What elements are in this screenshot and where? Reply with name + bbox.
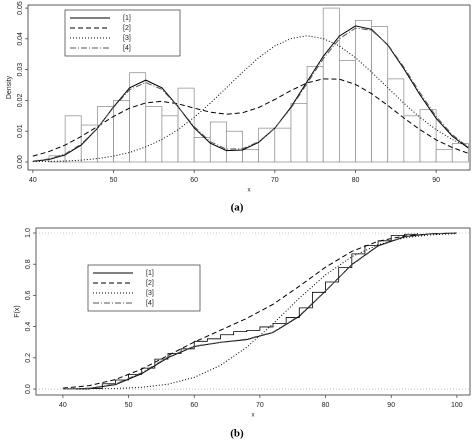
x-axis-label: x: [248, 188, 251, 194]
x-tick-label: 50: [125, 402, 133, 409]
density-curve: [32, 25, 469, 162]
legend-label: [1]: [123, 15, 131, 22]
y-tick-label: 0.03: [17, 63, 24, 77]
legend-label: [2]: [123, 25, 131, 32]
legend-label: [3]: [123, 35, 131, 42]
x-tick-label: 50: [110, 177, 118, 184]
y-tick-label: 1.0: [25, 228, 32, 238]
density-curve: [32, 27, 469, 162]
y-tick-label: 0.2: [25, 353, 32, 363]
density-curve: [62, 233, 457, 390]
histogram-bar: [209, 121, 227, 163]
plot-area: [62, 232, 457, 390]
legend-label: [3]: [146, 290, 154, 297]
x-tick-label: 60: [190, 402, 198, 409]
histogram-bar: [371, 26, 389, 163]
x-tick-label: 60: [190, 177, 198, 184]
legend-label: [4]: [146, 300, 154, 307]
legend-label: [1]: [146, 270, 154, 277]
caption: (a): [231, 202, 244, 214]
x-tick-label: 80: [352, 177, 360, 184]
y-tick-label: 0.04: [17, 32, 24, 46]
x-axis-label: x: [252, 413, 255, 419]
x-tick-label: 70: [271, 177, 279, 184]
x-tick-label: 80: [322, 402, 330, 409]
legend-label: [4]: [123, 45, 131, 52]
histogram-bar: [403, 115, 421, 163]
plot-frame: [35, 227, 471, 396]
density-curve: [32, 78, 469, 157]
x-tick-label: 40: [29, 177, 37, 184]
x-tick-label: 100: [451, 402, 463, 409]
histogram-bar: [355, 20, 372, 163]
histogram-bar: [161, 115, 179, 163]
plot-frame: [27, 4, 471, 171]
histogram-bar: [97, 106, 114, 163]
y-tick-label: 0.4: [25, 322, 32, 332]
histogram-bar: [306, 66, 324, 163]
histogram-bar: [419, 109, 437, 163]
histogram-bar: [451, 143, 469, 163]
histogram-bar: [258, 127, 276, 163]
plot-area: [32, 7, 469, 163]
histogram-bar: [226, 130, 243, 163]
caption: (b): [230, 428, 244, 440]
y-tick-label: 0.01: [17, 124, 24, 138]
histogram-bar: [274, 127, 292, 163]
histogram-bar: [338, 60, 356, 163]
y-tick-label: 0.05: [17, 1, 24, 15]
x-tick-label: 70: [256, 402, 264, 409]
density-curve: [62, 232, 457, 390]
y-tick-label: 0.00: [17, 155, 24, 169]
y-tick-label: 0.02: [17, 94, 24, 108]
y-axis-label: F(x): [14, 305, 21, 317]
y-tick-label: 0.0: [25, 384, 32, 394]
histogram-bar: [387, 78, 405, 163]
legend-label: [2]: [146, 280, 154, 287]
y-tick-label: 0.8: [25, 259, 32, 269]
y-axis-label: Density: [6, 75, 13, 99]
legend-box: [87, 264, 201, 312]
ecdf-step: [76, 232, 418, 390]
histogram-bar: [435, 149, 453, 163]
histogram-bar: [322, 7, 340, 163]
histogram-bar: [242, 149, 260, 163]
histogram-bar: [145, 106, 163, 163]
x-tick-label: 90: [387, 402, 395, 409]
histogram-bar: [64, 115, 82, 163]
histogram-bar: [290, 103, 308, 163]
x-tick-label: 40: [59, 402, 67, 409]
x-tick-label: 90: [432, 177, 440, 184]
y-tick-label: 0.6: [25, 290, 32, 300]
density-curve: [62, 232, 457, 389]
density-curve: [32, 35, 469, 163]
